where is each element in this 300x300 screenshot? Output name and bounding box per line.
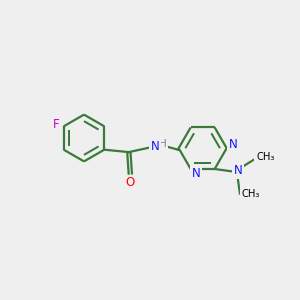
Text: N: N xyxy=(151,140,159,153)
Text: N: N xyxy=(192,167,200,180)
Text: CH₃: CH₃ xyxy=(256,152,274,162)
Text: O: O xyxy=(126,176,135,190)
Text: F: F xyxy=(53,118,59,131)
Text: N: N xyxy=(233,164,242,177)
Text: N: N xyxy=(229,138,238,151)
Text: CH₃: CH₃ xyxy=(242,189,260,199)
Text: H: H xyxy=(159,139,166,149)
